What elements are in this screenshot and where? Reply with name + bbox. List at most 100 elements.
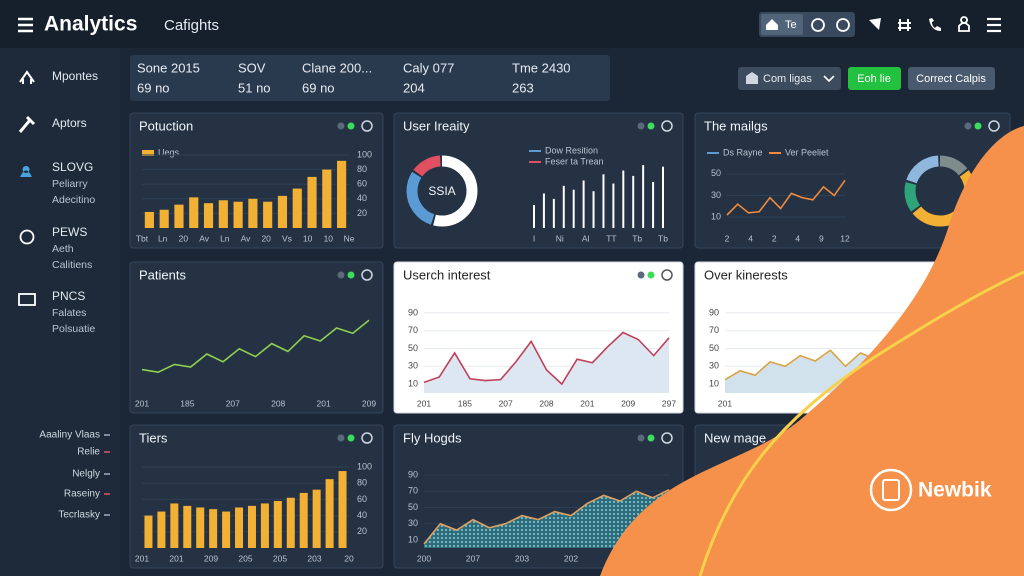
y-tick-label: 30 — [709, 361, 719, 371]
x-tick-label: 208 — [539, 398, 553, 408]
nav-item[interactable]: Aptors — [52, 116, 87, 130]
x-tick-label: TT — [606, 233, 616, 243]
bar — [286, 497, 295, 548]
nav-item[interactable]: Mpontes — [52, 69, 98, 83]
line — [423, 488, 670, 545]
x-tick-label: 203 — [515, 553, 529, 563]
settings-icon[interactable] — [361, 269, 373, 281]
x-tick-label: Vs — [282, 233, 292, 243]
dropdown[interactable] — [738, 67, 841, 90]
x-tick-label: 201 — [135, 553, 149, 563]
line — [726, 179, 846, 216]
status-dot — [637, 122, 645, 130]
list-item: Nelgly — [72, 469, 100, 480]
settings-icon[interactable] — [988, 120, 1000, 132]
stats-bar — [130, 55, 610, 101]
panel-title: Fly Hogds — [403, 430, 462, 445]
send-icon[interactable] — [869, 18, 881, 30]
menu-icon[interactable] — [18, 17, 33, 33]
settings-icon[interactable] — [661, 120, 673, 132]
y-tick-label: 70 — [408, 325, 418, 335]
panel-title: Potuction — [139, 118, 193, 133]
x-tick-label: 208 — [271, 398, 285, 408]
x-tick-label: 297 — [662, 398, 676, 408]
y-tick-label: 100 — [357, 461, 372, 471]
chevron — [823, 75, 835, 83]
stat-label: Caly 077 — [403, 60, 454, 75]
y-tick-label: 80 — [357, 164, 367, 174]
panel-title: Userch interest — [403, 267, 491, 282]
bar — [235, 507, 244, 548]
globe-icon[interactable] — [811, 18, 825, 32]
y-tick-label: 40 — [357, 193, 367, 203]
status-dot — [964, 122, 972, 130]
nav-item[interactable]: PEWS — [52, 225, 87, 239]
hash-icon[interactable] — [898, 19, 911, 31]
donut-segment — [904, 155, 976, 227]
donut-segment — [406, 155, 478, 227]
status-dot — [647, 434, 655, 442]
tab-label: Te — [785, 19, 797, 31]
panel: Userch interest 10 30 50 70 90 201 185 207 208 201… — [393, 261, 684, 414]
bar — [307, 176, 317, 228]
x-tick-label: Tb — [632, 233, 642, 243]
x-tick-label: Al — [582, 233, 590, 243]
y-tick-label: 50 — [711, 168, 721, 178]
dropdown-label: Com ligas — [763, 73, 812, 85]
stat-label: SOV — [238, 60, 266, 75]
x-tick-label: 201 — [417, 398, 431, 408]
y-tick-label: 60 — [357, 179, 367, 189]
y-tick-label: 90 — [709, 307, 719, 317]
brand-logo-mark — [882, 479, 900, 501]
x-tick-label: 12 — [840, 233, 850, 243]
panel-title: Patients — [139, 267, 186, 282]
y-tick-label: 50 — [408, 502, 418, 512]
settings-icon[interactable] — [361, 120, 373, 132]
bar — [247, 505, 256, 548]
sidebar-items: Mpontes Aptors SLOVG Peliarry Adecitino PEWS A… — [39, 69, 110, 521]
nav-subitem: Peliarry — [52, 178, 88, 190]
donut-label: SSIA — [428, 184, 455, 198]
status-dot — [347, 434, 355, 442]
power-icon[interactable] — [836, 18, 850, 32]
bar — [260, 503, 269, 548]
status-dot — [347, 122, 355, 130]
primary-button[interactable] — [848, 67, 901, 90]
panel: Patients 201 185 207 208 201 209 — [129, 261, 384, 414]
x-tick-label: 201 — [135, 398, 149, 408]
more-icon[interactable] — [987, 17, 1001, 33]
x-tick-label: 203 — [307, 553, 321, 563]
stat-value: 69 no — [302, 80, 335, 95]
stat-label: Clane 200... — [302, 60, 372, 75]
bar — [189, 197, 199, 228]
settings-icon[interactable] — [661, 269, 673, 281]
y-tick-label: 40 — [357, 510, 367, 520]
x-tick-label: 209 — [621, 398, 635, 408]
x-tick-label: 10 — [324, 233, 334, 243]
bar — [144, 515, 153, 548]
donut-segment — [904, 155, 976, 227]
settings-icon[interactable] — [361, 432, 373, 444]
x-tick-label: 207 — [499, 398, 513, 408]
x-tick-label: Tb — [658, 233, 668, 243]
brand-shape — [600, 126, 1024, 576]
x-tick-label: 2 — [725, 233, 730, 243]
area-fill — [424, 489, 669, 548]
nav-item[interactable]: PNCS — [52, 289, 85, 303]
x-tick-label: 20 — [179, 233, 189, 243]
legend-label: Ver Peeliet — [785, 147, 829, 157]
stat-label: Sone 2015 — [137, 60, 200, 75]
y-tick-label: 20 — [357, 208, 367, 218]
bar — [203, 203, 214, 228]
phone-icon[interactable] — [929, 18, 941, 31]
x-tick-label: Av — [199, 233, 210, 243]
x-tick-label: 201 — [580, 398, 594, 408]
secondary-button[interactable] — [908, 67, 995, 90]
nav-item[interactable]: SLOVG — [52, 160, 93, 174]
status-dot — [647, 271, 655, 279]
settings-icon[interactable] — [661, 432, 673, 444]
home-icon — [766, 19, 778, 30]
legend-label: Dow Resition — [545, 145, 598, 155]
user-icon[interactable] — [958, 16, 970, 32]
bar — [312, 489, 321, 548]
